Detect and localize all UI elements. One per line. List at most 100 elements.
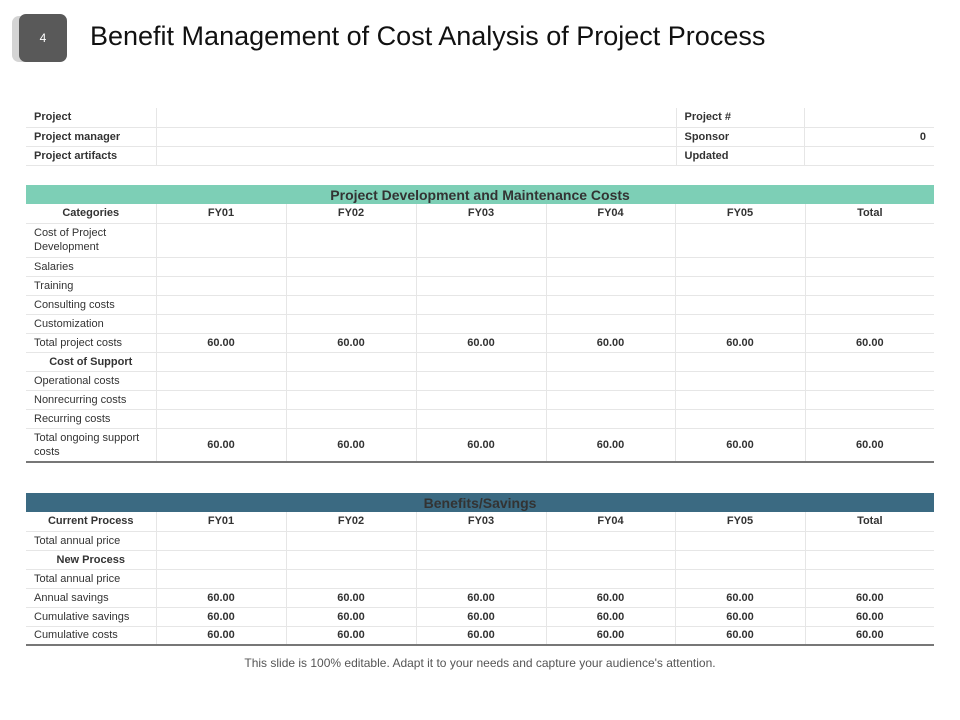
section-label: Cost of Support [26, 352, 156, 372]
value-cell [155, 550, 286, 570]
value-cell [674, 390, 805, 410]
value-cell: 60.00 [155, 333, 286, 353]
value-cell [545, 550, 675, 570]
value-cell [415, 257, 546, 277]
value-cell: 60.00 [285, 333, 416, 353]
value-cell: 60.00 [674, 428, 805, 463]
value-cell [674, 531, 805, 551]
value-cell [155, 531, 286, 551]
row-label: Total annual price [26, 531, 156, 551]
value-cell: 60.00 [545, 626, 675, 646]
slide-number-badge: 4 [19, 14, 67, 62]
row-label-text: Cumulative savings [34, 610, 130, 623]
row-label-text: Total project costs [34, 336, 123, 349]
value-cell [804, 550, 935, 570]
value-cell [804, 276, 935, 296]
value-cell [285, 371, 416, 391]
value-cell: 60.00 [285, 588, 416, 608]
table-row: New Process [26, 550, 935, 570]
row-label-text: Operational costs [34, 374, 120, 387]
value-cell [545, 569, 675, 589]
table-row: Nonrecurring costs [26, 390, 935, 410]
row-label-text: Cumulative costs [34, 629, 118, 642]
row-label-text: Cost of Support [49, 355, 133, 368]
value-cell [674, 223, 805, 258]
row-label: Nonrecurring costs [26, 390, 156, 410]
table-row: Training [26, 276, 935, 296]
column-header-row: Current Process FY01 FY02 FY03 FY04 FY05 Total [26, 512, 935, 532]
value-cell: 60.00 [804, 607, 935, 627]
value-cell: 60.00 [674, 607, 805, 627]
row-label-text: Annual savings [34, 591, 109, 604]
section-label: New Process [26, 550, 156, 570]
table-row: Operational costs [26, 371, 935, 391]
value-cell [804, 352, 935, 372]
value-cell: 60.00 [804, 333, 935, 353]
value-cell [155, 390, 286, 410]
value-cell [545, 223, 675, 258]
value-cell [415, 295, 546, 315]
value-cell: 60.00 [804, 428, 935, 463]
table-row: Annual savings 60.00 60.00 60.00 60.00 60.00 6… [26, 588, 935, 608]
value-cell [545, 352, 675, 372]
column-header-row: Categories FY01 FY02 FY03 FY04 FY05 Total [26, 204, 935, 224]
info-value [155, 108, 676, 128]
info-value [155, 146, 676, 166]
value-cell [285, 390, 416, 410]
value-cell [285, 295, 416, 315]
info-label-secondary: Sponsor [675, 127, 804, 147]
value-cell: 60.00 [545, 607, 675, 627]
info-value-secondary: 0 [803, 127, 934, 147]
value-cell [415, 276, 546, 296]
info-label: Project [26, 108, 156, 128]
info-label-secondary: Project # [675, 108, 804, 128]
value-cell [155, 295, 286, 315]
value-cell [415, 569, 546, 589]
value-cell [285, 569, 416, 589]
value-cell [674, 295, 805, 315]
column-header: FY04 [545, 204, 675, 224]
value-cell [674, 550, 805, 570]
value-cell [545, 531, 675, 551]
value-cell [545, 390, 675, 410]
row-label: Consulting costs [26, 295, 156, 315]
info-value-secondary [803, 146, 934, 166]
table-row: Total annual price [26, 531, 935, 551]
column-header: Total [804, 204, 935, 224]
value-cell [285, 352, 416, 372]
column-header: FY05 [674, 204, 805, 224]
column-header: Categories [26, 204, 156, 224]
value-cell [674, 371, 805, 391]
value-cell [155, 276, 286, 296]
value-cell: 60.00 [804, 588, 935, 608]
info-row: Project artifacts Updated [26, 146, 934, 166]
row-label: Total project costs [26, 333, 156, 353]
footer-note: This slide is 100% editable. Adapt it to… [244, 656, 716, 670]
value-cell [545, 371, 675, 391]
value-cell [415, 531, 546, 551]
value-cell [804, 409, 935, 429]
value-cell: 60.00 [415, 607, 546, 627]
value-cell [415, 409, 546, 429]
value-cell: 60.00 [155, 428, 286, 463]
info-row: Project manager Sponsor 0 [26, 127, 934, 147]
value-cell: 60.00 [545, 588, 675, 608]
column-header: FY04 [545, 512, 675, 532]
info-label-secondary: Updated [675, 146, 804, 166]
table-row: Cumulative costs 60.00 60.00 60.00 60.00 60.0… [26, 626, 935, 646]
value-cell [415, 390, 546, 410]
value-cell [674, 409, 805, 429]
value-cell: 60.00 [545, 428, 675, 463]
row-label-text: Total ongoing support costs [34, 431, 140, 458]
value-cell [415, 550, 546, 570]
row-label: Cumulative costs [26, 626, 156, 646]
table-row: Cumulative savings 60.00 60.00 60.00 60.00 60… [26, 607, 935, 627]
column-header: FY02 [285, 204, 416, 224]
row-label-text: Salaries [34, 260, 74, 273]
costs-band-header: Project Development and Maintenance Cost… [26, 185, 935, 204]
row-label: Total ongoing support costs [26, 428, 156, 463]
value-cell [285, 223, 416, 258]
value-cell: 60.00 [285, 428, 416, 463]
value-cell [674, 276, 805, 296]
value-cell [155, 409, 286, 429]
